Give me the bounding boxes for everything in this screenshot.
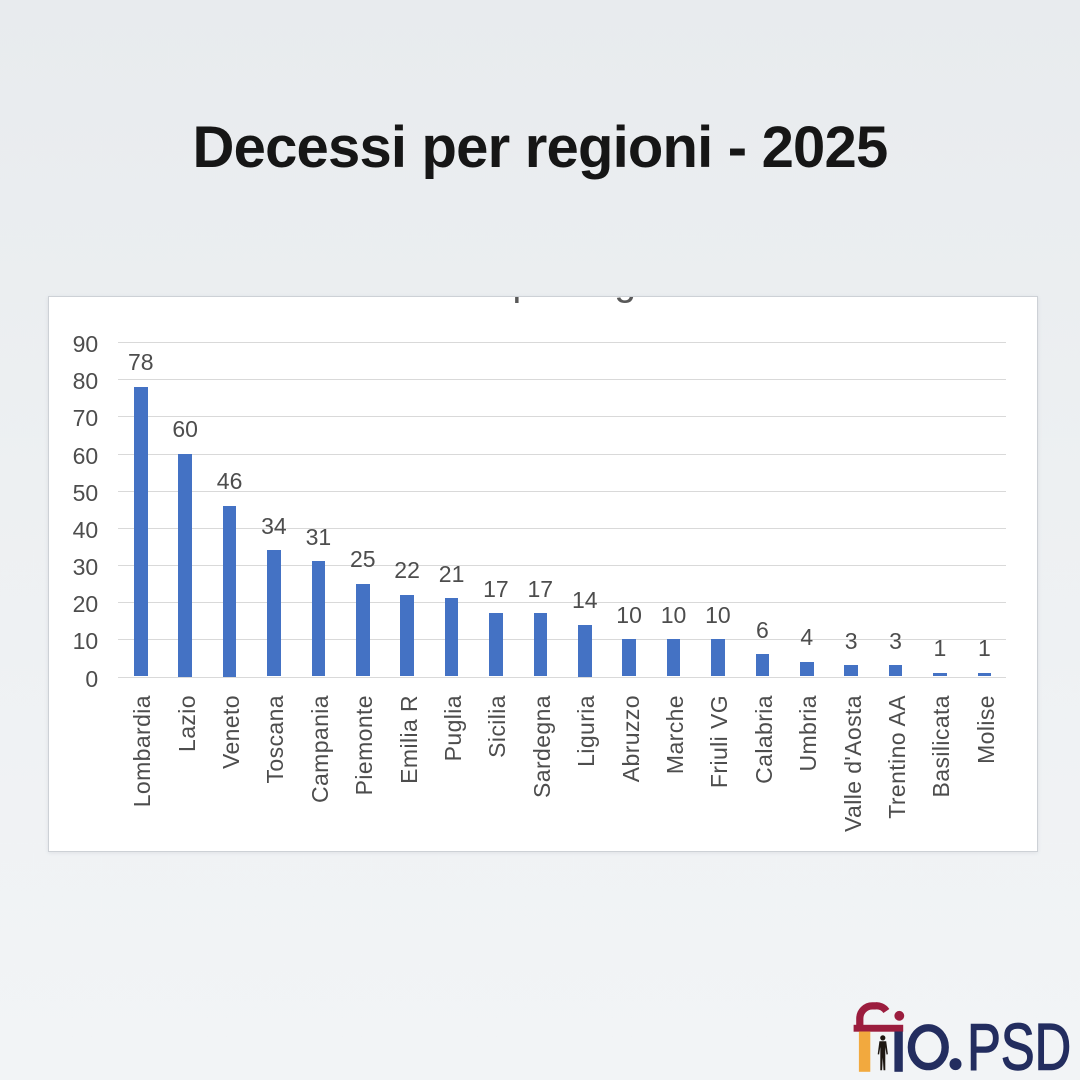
svg-text:PSD: PSD: [967, 1009, 1071, 1075]
